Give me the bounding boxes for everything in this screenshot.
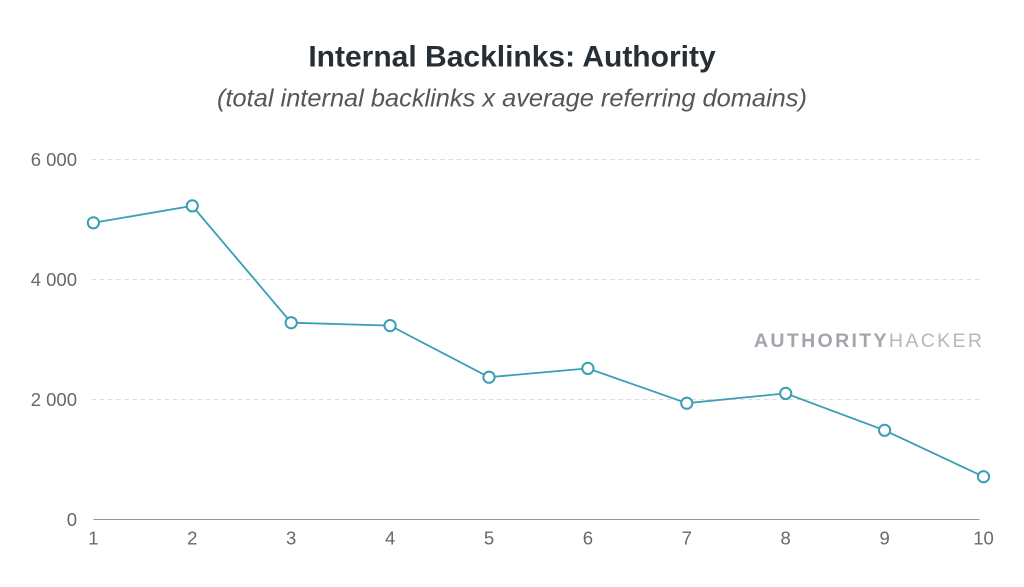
- svg-text:1: 1: [88, 527, 98, 548]
- svg-text:5: 5: [484, 527, 494, 548]
- svg-text:6: 6: [583, 527, 593, 548]
- svg-text:10: 10: [973, 527, 994, 548]
- svg-text:4 000: 4 000: [31, 269, 77, 290]
- svg-text:Internal Backlinks: Authority: Internal Backlinks: Authority: [308, 41, 716, 74]
- svg-text:0: 0: [67, 509, 77, 530]
- svg-text:AUTHORITYHACKER: AUTHORITYHACKER: [754, 330, 984, 352]
- svg-text:4: 4: [385, 527, 395, 548]
- svg-text:2 000: 2 000: [31, 389, 77, 410]
- svg-text:9: 9: [879, 527, 889, 548]
- svg-text:(total internal backlinks x av: (total internal backlinks x average refe…: [217, 85, 807, 113]
- svg-text:6 000: 6 000: [31, 149, 77, 170]
- svg-text:7: 7: [682, 527, 692, 548]
- svg-text:2: 2: [187, 527, 197, 548]
- svg-text:3: 3: [286, 527, 296, 548]
- svg-text:8: 8: [781, 527, 791, 548]
